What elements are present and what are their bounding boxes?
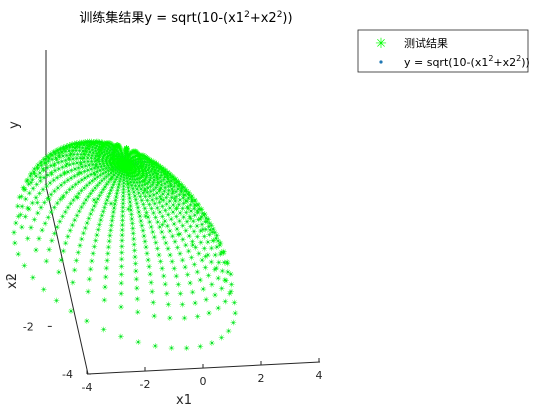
test-result-point: ✳: [218, 284, 225, 293]
test-result-point: ✳: [118, 290, 125, 299]
test-result-point: ✳: [58, 256, 65, 265]
test-result-point: ✳: [197, 276, 204, 285]
data-layer: ✳✳✳✳✳✳ ✳✳✳✳✳✳✳✳✳✳✳✳✳✳✳✳✳✳✳✳✳✳ ✳✳✳✳✳✳✳✳✳✳✳✳…: [11, 138, 239, 354]
test-result-point: ✳: [68, 307, 75, 316]
test-result-point: ✳: [43, 257, 50, 266]
test-result-point: ✳: [203, 296, 210, 305]
test-result-point: ✳: [215, 304, 222, 313]
test-result-point: ✳: [11, 239, 18, 248]
test-result-point: ✳: [21, 262, 28, 271]
test-result-point: ✳: [167, 314, 174, 323]
test-result-point: ✳: [224, 268, 231, 277]
z-axis-label: y: [7, 121, 22, 129]
test-result-point: ✳: [232, 309, 239, 318]
test-result-point: ✳: [194, 312, 201, 321]
test-result-point: ✳: [101, 296, 108, 305]
test-result-point: ✳: [40, 285, 47, 294]
test-result-point: ✳: [179, 300, 186, 309]
test-result-point: ✳: [18, 223, 25, 232]
test-result-point: ✳: [107, 226, 114, 235]
test-result-point: ✳: [71, 266, 78, 275]
test-result-point: ✳: [118, 303, 125, 312]
test-result-point: ✳: [222, 297, 229, 306]
test-result-point: ✳: [152, 342, 159, 351]
x-tick-label: 4: [316, 369, 323, 382]
test-result-point: ✳: [133, 284, 140, 293]
y-axis-label: x2: [5, 273, 20, 289]
x-axis-label: x1: [176, 393, 192, 408]
test-result-point: ✳: [102, 273, 109, 282]
legend-marker-star: ✳: [375, 36, 387, 52]
legend-marker-dot: [379, 60, 382, 63]
test-result-point: ✳: [165, 300, 172, 309]
test-result-point: ✳: [118, 270, 125, 279]
x-tick-label: -4: [82, 381, 93, 394]
legend: ✳ 测试结果 y = sqrt(10-(x12+x22)): [358, 30, 530, 72]
test-result-point: ✳: [181, 314, 188, 323]
test-result-point: ✳: [46, 246, 53, 255]
test-result-point: ✳: [231, 299, 238, 308]
test-result-point: ✳: [218, 334, 225, 343]
test-result-point: ✳: [183, 344, 190, 353]
chart-title: 训练集结果y = sqrt(10-(x12+x22)): [79, 10, 292, 26]
test-result-point: ✳: [133, 275, 140, 284]
test-result-point: ✳: [148, 279, 155, 288]
test-result-point: ✳: [134, 308, 141, 317]
test-result-point: ✳: [87, 265, 94, 274]
test-result-point: ✳: [187, 279, 194, 288]
test-result-point: ✳: [102, 283, 109, 292]
test-result-point: ✳: [53, 297, 60, 306]
test-result-point: ✳: [109, 212, 116, 221]
test-result-point: ✳: [83, 317, 90, 326]
legend-label-function: y = sqrt(10-(x12+x22)): [404, 54, 530, 69]
test-result-point: ✳: [117, 333, 124, 342]
test-result-point: ✳: [15, 250, 22, 259]
test-result-point: ✳: [73, 257, 80, 266]
test-result-point: ✳: [33, 246, 40, 255]
test-result-point: ✳: [151, 312, 158, 321]
test-result-point: ✳: [104, 257, 111, 266]
test-result-point: ✳: [149, 288, 156, 297]
x-axis-line: [88, 362, 320, 374]
legend-label-test: 测试结果: [404, 37, 448, 50]
test-result-point: ✳: [36, 235, 43, 244]
test-result-point: ✳: [100, 325, 107, 334]
y-tick-label: -4: [62, 368, 73, 381]
test-result-point: ✳: [206, 309, 213, 318]
test-result-point: ✳: [118, 279, 125, 288]
x-tick-label: 2: [258, 372, 265, 385]
test-result-point: ✳: [168, 344, 175, 353]
test-result-point: ✳: [177, 290, 184, 299]
test-result-point: ✳: [134, 295, 141, 304]
test-result-point: ✳: [163, 290, 170, 299]
test-result-point: ✳: [192, 299, 199, 308]
test-result-point: ✳: [135, 338, 142, 347]
test-result-point: ✳: [197, 342, 204, 351]
test-result-point: ✳: [228, 280, 235, 289]
test-result-point: ✳: [30, 274, 37, 283]
test-result-point: ✳: [86, 275, 93, 284]
test-result-point: ✳: [69, 278, 76, 287]
test-result-point: ✳: [60, 247, 67, 256]
test-result-point: ✳: [175, 280, 182, 289]
test-result-point: ✳: [11, 228, 18, 237]
test-result-point: ✳: [209, 339, 216, 348]
test-result-point: ✳: [230, 319, 237, 328]
test-result-point: ✳: [200, 285, 207, 294]
test-result-point: ✳: [85, 288, 92, 297]
x-tick-label: -2: [140, 378, 151, 391]
y-tick-label: -2: [23, 320, 34, 333]
test-result-point: ✳: [28, 224, 35, 233]
test-result-point: ✳: [226, 290, 233, 299]
test-result-point: ✳: [225, 327, 232, 336]
test-result-point: ✳: [162, 280, 169, 289]
test-result-point: ✳: [189, 288, 196, 297]
test-result-point: ✳: [24, 234, 31, 243]
x-tick-label: 0: [200, 375, 207, 388]
test-result-point: ✳: [55, 268, 62, 277]
test-result-point: ✳: [150, 298, 157, 307]
